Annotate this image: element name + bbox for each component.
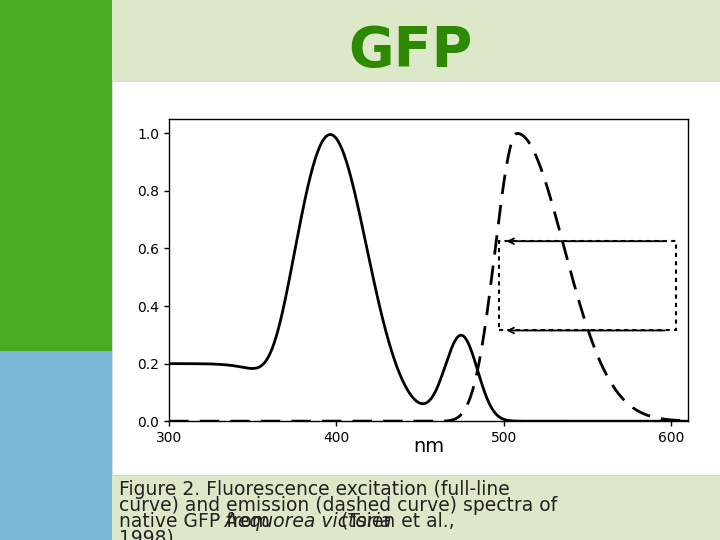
Text: native GFP from: native GFP from [119, 512, 276, 531]
Text: nm: nm [413, 437, 444, 456]
Bar [499, 241, 676, 330]
Text: Figure 2. Fluorescence excitation (full-line: Figure 2. Fluorescence excitation (full-… [119, 480, 510, 498]
Text: (Tsien et al.,: (Tsien et al., [335, 512, 454, 531]
Text: GFP: GFP [348, 24, 472, 78]
Text: curve) and emission (dashed curve) spectra of: curve) and emission (dashed curve) spect… [119, 496, 557, 515]
Text: Aequorea victoria: Aequorea victoria [225, 512, 392, 531]
Text: 1998).: 1998). [119, 528, 179, 540]
